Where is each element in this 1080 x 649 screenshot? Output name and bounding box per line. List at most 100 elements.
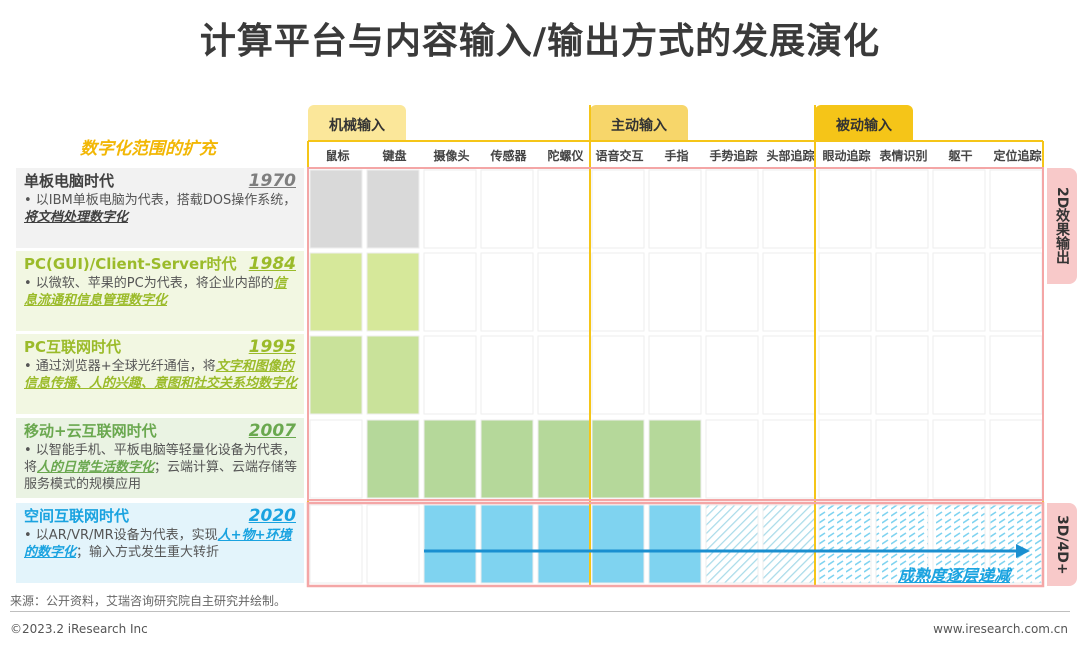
matrix-cell [818,335,872,415]
matrix-cell [648,169,702,249]
matrix-cell [366,335,420,415]
matrix-cell [591,504,645,584]
matrix-cell [989,252,1043,332]
matrix-cell [423,252,477,332]
era-description: • 以IBM单板电脑为代表，搭载DOS操作系统， 将文档处理数字化 [24,192,298,226]
input-type-label: 鼠标 [325,149,350,163]
input-type-label: 陀螺仪 [547,149,584,163]
matrix-cell [309,504,363,584]
matrix-cell [648,252,702,332]
matrix-cell [875,419,929,499]
matrix-cell [309,169,363,249]
matrix-cell [762,419,816,499]
matrix-cell [423,335,477,415]
matrix-cell [423,419,477,499]
page-title: 计算平台与内容输入/输出方式的发展演化 [199,21,881,62]
era-desc-highlight: 文字和图像的信息传播、人的兴趣、意图和社交关系均数字化 [24,359,298,391]
output-label-3d: 3D/4D+ [1047,503,1077,586]
matrix-cell [537,419,591,499]
footer-divider [10,611,1070,612]
matrix-cell [875,252,929,332]
matrix-cell [648,335,702,415]
matrix-cell [537,252,591,332]
matrix-cell [818,419,872,499]
matrix-cell [423,504,477,584]
matrix-cell [818,252,872,332]
era-year: 1995 [248,337,296,357]
era-year: 1984 [248,254,296,274]
input-type-label: 眼动追踪 [822,149,871,163]
matrix-cell [591,169,645,249]
matrix-cell [762,252,816,332]
matrix-cell [537,169,591,249]
source-note: 来源：公开资料，艾瑞咨询研究院自主研究并绘制。 [10,594,287,608]
input-type-label: 语音交互 [595,149,644,163]
era-desc-text: • 以IBM单板电脑为代表，搭载DOS操作系统， [24,193,297,208]
input-type-label: 定位追踪 [993,149,1042,163]
matrix-cell [537,504,591,584]
input-type-label: 头部追踪 [766,149,815,163]
matrix-cell [480,419,534,499]
era-desc-tail: ；输入方式发生重大转折 [76,545,220,560]
era-year: 2020 [248,506,296,526]
era-year: 2007 [248,421,296,441]
era-row: PC互联网时代 1995 • 通过浏览器+全球光纤通信，将文字和图像的信息传播、人的… [16,334,304,414]
era-desc-highlight: 将文档处理数字化 [24,210,129,225]
matrix-cell [591,419,645,499]
matrix-cell [705,504,759,584]
matrix-cell [705,419,759,499]
era-name: PC互联网时代 [24,338,122,356]
matrix-cell [932,419,986,499]
matrix-cell [537,335,591,415]
matrix-cell [423,169,477,249]
output-label-2d: 2D效果输出 [1047,168,1077,284]
era-year: 1970 [248,171,296,191]
era-description: • 以AR/VR/MR设备为代表，实现人+物+环境的数字化；输入方式发生重大转折 [24,527,298,561]
matrix-cell [705,335,759,415]
category-tab-active: 主动输入 [590,105,688,141]
era-desc-text: • 通过浏览器+全球光纤通信，将 [24,359,216,374]
matrix-cell [480,504,534,584]
matrix-cell [932,169,986,249]
matrix-cell [366,504,420,584]
matrix-cell [932,252,986,332]
era-name: PC(GUI)/Client-Server时代 [24,255,237,273]
era-description: • 以智能手机、平板电脑等轻量化设备为代表，将人的日常生活数字化；云端计算、云端… [24,442,298,493]
matrix-cell [648,504,702,584]
input-type-label: 键盘 [382,149,407,163]
era-row: 单板电脑时代 1970 • 以IBM单板电脑为代表，搭载DOS操作系统， 将文档处理数… [16,168,304,248]
matrix-cell [648,419,702,499]
era-desc-text: • 以智能手机、平板电脑等轻量化设备为代表，将 [24,443,296,475]
era-desc-text: • 以微软、苹果的PC为代表，将企业内部的 [24,276,274,291]
matrix-cell [309,419,363,499]
era-desc-highlight: 信息流通和信息管理数字化 [24,276,287,308]
matrix-cell [818,169,872,249]
matrix-cell [480,169,534,249]
era-name: 单板电脑时代 [24,172,115,190]
input-type-label: 躯干 [948,149,973,163]
era-desc-highlight: 人的日常生活数字化 [37,460,155,475]
matrix-cell [309,252,363,332]
matrix-cell [762,504,816,584]
matrix-cell [591,335,645,415]
era-name: 空间互联网时代 [24,507,130,525]
era-desc-highlight: 人+物+环境的数字化 [24,528,292,560]
matrix-cell [989,169,1043,249]
matrix-cell [705,252,759,332]
matrix-cell [989,419,1043,499]
input-type-label: 手指 [664,149,689,163]
era-description: • 通过浏览器+全球光纤通信，将文字和图像的信息传播、人的兴趣、意图和社交关系均… [24,358,298,392]
matrix-cell [705,169,759,249]
matrix-cell [762,335,816,415]
matrix-cell [762,169,816,249]
category-tab-mechanical: 机械输入 [308,105,406,141]
era-desc-tail: ；云端计算、云端存储等服务模式的规模应用 [24,460,298,492]
era-name: 移动+云互联网时代 [24,422,157,440]
maturity-arrow-label: 成熟度逐层递减 [898,566,1011,585]
matrix-cell [875,169,929,249]
matrix-cell [366,419,420,499]
category-tab-passive: 被动输入 [815,105,913,141]
era-desc-text: • 以AR/VR/MR设备为代表，实现 [24,528,218,543]
matrix-cell [366,169,420,249]
input-type-label: 手势追踪 [709,149,758,163]
